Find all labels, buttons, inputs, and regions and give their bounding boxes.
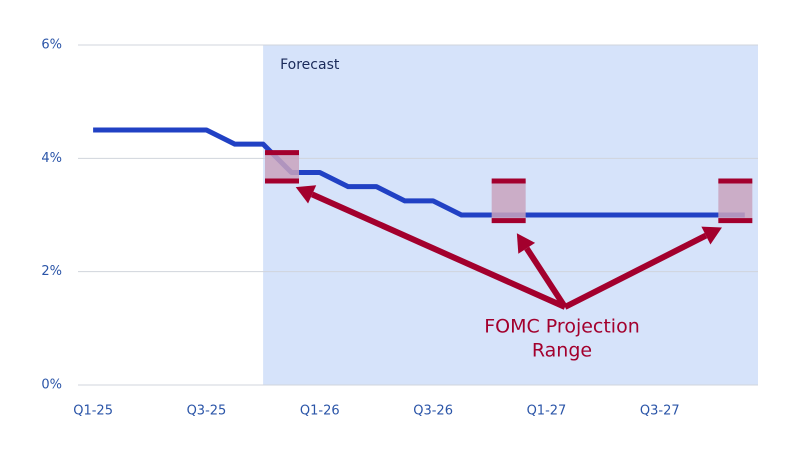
y-tick-label: 6% (41, 38, 62, 53)
x-tick-label: Q3-25 (187, 404, 227, 419)
x-tick-label: Q1-26 (300, 404, 340, 419)
range-box (265, 152, 299, 181)
series-line (93, 127, 745, 218)
x-tick-label: Q3-26 (413, 404, 453, 419)
x-tick-label: Q1-25 (73, 404, 113, 419)
annotation: FOMC Projection (484, 316, 640, 338)
range-box (718, 181, 753, 221)
x-tick-label: Q1-27 (527, 404, 567, 419)
forecast-label: Forecast (280, 57, 340, 73)
arrow-shaft (524, 246, 568, 309)
x-tick-label: Q3-27 (640, 404, 680, 419)
arrow-head (295, 185, 317, 204)
range-box (491, 181, 526, 221)
annotation: Range (532, 340, 592, 362)
y-tick-label: 0% (41, 378, 62, 393)
arrow-head (516, 233, 536, 254)
arrow-shaft (310, 191, 567, 310)
arrow-shaft (563, 232, 708, 310)
y-tick-label: 2% (41, 264, 62, 279)
arrow-head (701, 226, 722, 245)
y-tick-label: 4% (41, 151, 62, 166)
